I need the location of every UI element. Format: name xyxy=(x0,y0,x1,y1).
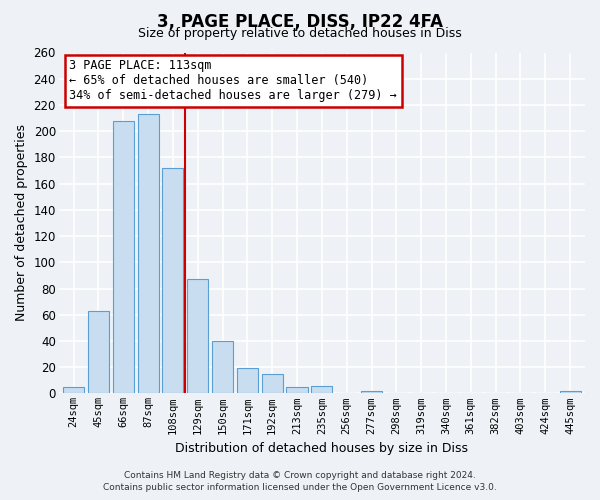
Bar xyxy=(113,120,134,394)
Bar xyxy=(163,168,184,394)
Text: 3 PAGE PLACE: 113sqm
← 65% of detached houses are smaller (540)
34% of semi-deta: 3 PAGE PLACE: 113sqm ← 65% of detached h… xyxy=(69,60,397,102)
Bar xyxy=(212,341,233,394)
Bar xyxy=(237,368,258,394)
Bar xyxy=(187,280,208,394)
Text: Size of property relative to detached houses in Diss: Size of property relative to detached ho… xyxy=(138,28,462,40)
Bar xyxy=(560,391,581,394)
Bar xyxy=(361,391,382,394)
Bar xyxy=(262,374,283,394)
Bar xyxy=(311,386,332,394)
X-axis label: Distribution of detached houses by size in Diss: Distribution of detached houses by size … xyxy=(175,442,469,455)
Bar xyxy=(286,387,308,394)
Bar xyxy=(88,311,109,394)
Text: 3, PAGE PLACE, DISS, IP22 4FA: 3, PAGE PLACE, DISS, IP22 4FA xyxy=(157,12,443,30)
Bar xyxy=(137,114,158,394)
Y-axis label: Number of detached properties: Number of detached properties xyxy=(15,124,28,322)
Bar xyxy=(63,387,84,394)
Text: Contains HM Land Registry data © Crown copyright and database right 2024.
Contai: Contains HM Land Registry data © Crown c… xyxy=(103,471,497,492)
